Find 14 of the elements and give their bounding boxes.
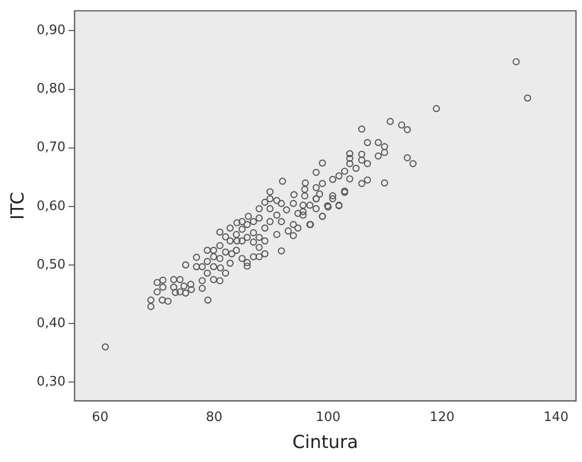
x-tick-label: 100 [316, 410, 341, 425]
y-tick-label: 0,60 [36, 198, 66, 214]
y-tick-label: 0,30 [36, 374, 66, 390]
y-tick-label: 0,50 [36, 257, 66, 272]
x-tick-label: 140 [544, 410, 568, 425]
y-tick-label: 0,70 [36, 140, 66, 156]
x-tick-label: 80 [206, 410, 222, 425]
x-tick-label: 120 [430, 410, 455, 425]
y-tick-label: 0,40 [36, 316, 66, 331]
x-tick-label: 60 [92, 410, 108, 425]
y-tick-label: 0,80 [36, 82, 66, 97]
y-axis-title: ITC [7, 192, 28, 220]
x-axis-title: Cintura [292, 432, 358, 453]
y-tick-label: 0,90 [36, 23, 66, 38]
